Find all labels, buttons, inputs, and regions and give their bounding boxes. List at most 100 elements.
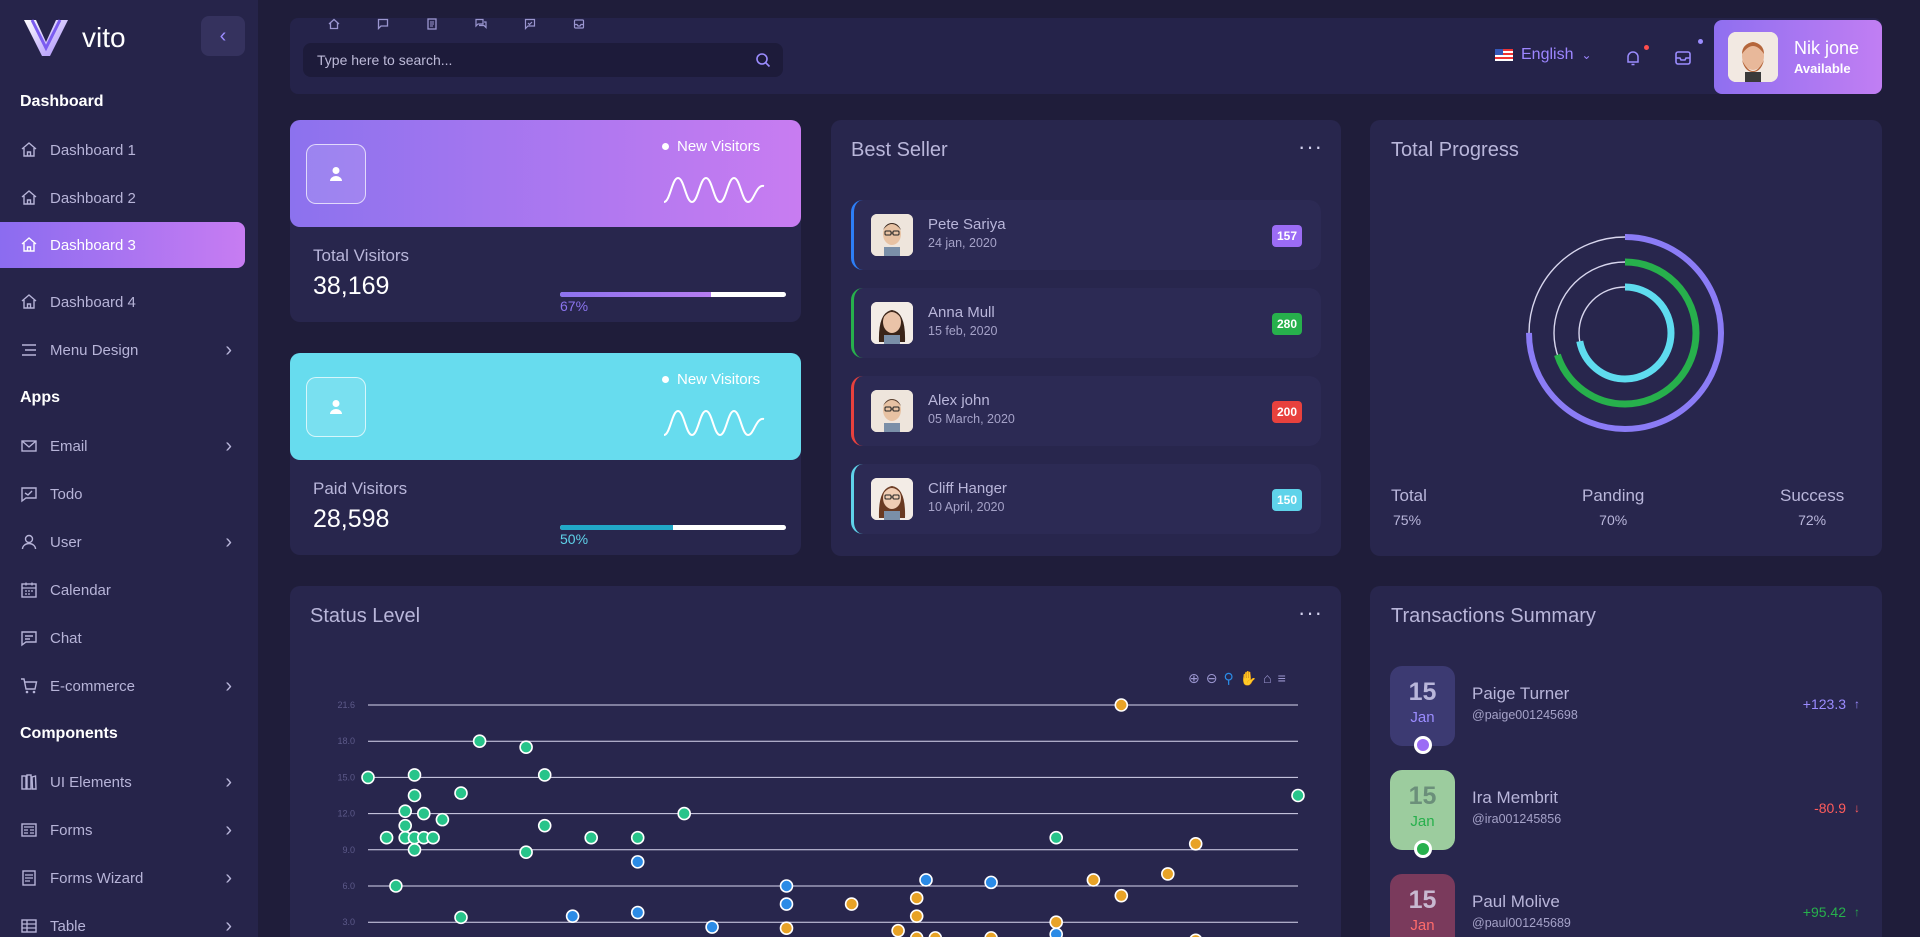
best-seller-row[interactable]: Alex john 05 March, 2020 200 xyxy=(851,376,1321,446)
visitor-card-header: New Visitors xyxy=(290,120,801,227)
progress-ring-total xyxy=(1526,234,1724,432)
pan-hand-icon[interactable]: ✋ xyxy=(1239,670,1258,686)
progress-percent: 67% xyxy=(560,298,589,314)
scatter-point[interactable] xyxy=(537,818,552,833)
user-icon xyxy=(306,377,366,437)
scatter-point[interactable] xyxy=(909,909,924,923)
scatter-point[interactable] xyxy=(519,845,533,860)
sidebar-item-forms-wizard[interactable]: Forms Wizard › xyxy=(0,854,258,902)
scatter-point[interactable] xyxy=(677,806,692,821)
sidebar-item-ui-elements[interactable]: UI Elements › xyxy=(0,758,258,806)
inbox-icon[interactable] xyxy=(563,12,594,36)
search-icon[interactable] xyxy=(755,52,771,68)
more-options-icon[interactable]: ··· xyxy=(1298,134,1323,159)
scatter-point[interactable] xyxy=(417,806,431,821)
scatter-point[interactable] xyxy=(389,879,403,893)
inbox-tray-icon[interactable] xyxy=(1673,48,1693,68)
scatter-point[interactable] xyxy=(630,830,645,845)
scatter-point[interactable] xyxy=(630,905,645,920)
scatter-point[interactable] xyxy=(919,873,933,887)
search-input[interactable] xyxy=(303,43,743,77)
chart-menu-icon[interactable]: ≡ xyxy=(1277,670,1286,686)
transaction-row[interactable]: 15 Jan Paul Molive @paul001245689 +95.42… xyxy=(1390,874,1860,937)
sidebar-item-dashboard-1[interactable]: Dashboard 1 xyxy=(0,126,258,174)
best-seller-row[interactable]: Cliff Hanger 10 April, 2020 150 xyxy=(851,464,1321,534)
scatter-point[interactable] xyxy=(1114,698,1129,712)
sidebar-item-calendar[interactable]: Calendar xyxy=(0,566,258,614)
sidebar-item-dashboard-4[interactable]: Dashboard 4 xyxy=(0,278,258,326)
best-seller-row[interactable]: Anna Mull 15 feb, 2020 280 xyxy=(851,288,1321,358)
comment-check-icon[interactable] xyxy=(514,12,545,36)
scatter-point[interactable] xyxy=(361,770,375,785)
scatter-point[interactable] xyxy=(398,818,412,833)
scatter-point[interactable] xyxy=(454,786,468,800)
scatter-point[interactable] xyxy=(1291,788,1305,803)
scatter-point[interactable] xyxy=(519,740,533,755)
collapse-sidebar-button[interactable]: ‹ xyxy=(201,16,245,56)
scatter-point[interactable] xyxy=(844,897,859,911)
scatter-point[interactable] xyxy=(407,768,422,782)
sidebar-item-e-commerce[interactable]: E-commerce › xyxy=(0,662,258,710)
scatter-point[interactable] xyxy=(1086,873,1101,887)
sidebar-item-email[interactable]: Email › xyxy=(0,422,258,470)
document-icon[interactable] xyxy=(416,12,447,36)
selection-zoom-icon[interactable]: ⚲ xyxy=(1223,670,1234,686)
scatter-point[interactable] xyxy=(537,768,552,782)
arrow-up-icon: ↑ xyxy=(1854,697,1860,711)
zoom-in-icon[interactable]: ⊕ xyxy=(1188,670,1200,686)
mail-icon xyxy=(20,437,38,455)
scatter-point[interactable] xyxy=(407,843,422,857)
sidebar-item-todo[interactable]: Todo xyxy=(0,470,258,518)
scatter-point[interactable] xyxy=(909,891,924,905)
scatter-point[interactable] xyxy=(1049,927,1063,937)
scatter-point[interactable] xyxy=(426,830,440,845)
scatter-point[interactable] xyxy=(705,920,719,934)
scatter-point[interactable] xyxy=(779,879,794,893)
scatter-point[interactable] xyxy=(565,909,580,923)
scatter-point[interactable] xyxy=(891,923,905,937)
scatter-point[interactable] xyxy=(584,830,599,845)
scatter-point[interactable] xyxy=(779,921,794,936)
avatar xyxy=(871,478,913,520)
sidebar-item-forms[interactable]: Forms › xyxy=(0,806,258,854)
home-icon[interactable] xyxy=(318,12,349,36)
sidebar-item-user[interactable]: User › xyxy=(0,518,258,566)
scatter-point[interactable] xyxy=(1114,888,1129,903)
logo[interactable]: vito xyxy=(22,18,126,58)
messages-icon[interactable] xyxy=(465,12,496,36)
scatter-point[interactable] xyxy=(984,931,998,937)
scatter-point[interactable] xyxy=(1188,836,1203,851)
scatter-point[interactable] xyxy=(472,734,487,749)
transaction-row[interactable]: 15 Jan Ira Membrit @ira001245856 -80.9 ↓ xyxy=(1390,770,1860,860)
best-seller-row[interactable]: Pete Sariya 24 jan, 2020 157 xyxy=(851,200,1321,270)
transaction-amount: +123.3 ↑ xyxy=(1803,696,1860,712)
status-more-options-icon[interactable]: ··· xyxy=(1298,600,1323,625)
zoom-out-icon[interactable]: ⊖ xyxy=(1205,670,1218,686)
reset-home-icon[interactable]: ⌂ xyxy=(1263,670,1272,686)
sidebar-item-menu-design[interactable]: Menu Design › xyxy=(0,326,258,374)
user-profile[interactable]: Nik jone Available xyxy=(1714,20,1882,94)
sidebar-item-dashboard-3[interactable]: Dashboard 3 xyxy=(0,222,245,268)
sidebar-item-table[interactable]: Table › xyxy=(0,902,258,937)
scatter-point[interactable] xyxy=(984,875,998,890)
scatter-point[interactable] xyxy=(1160,867,1175,881)
scatter-point[interactable] xyxy=(909,931,924,937)
sidebar-item-chat[interactable]: Chat xyxy=(0,614,258,662)
scatter-point[interactable] xyxy=(1189,933,1202,937)
sidebar-item-dashboard-2[interactable]: Dashboard 2 xyxy=(0,174,258,222)
scatter-point[interactable] xyxy=(379,830,394,845)
scatter-point[interactable] xyxy=(407,788,422,803)
scatter-point[interactable] xyxy=(454,910,468,925)
scatter-point[interactable] xyxy=(398,804,412,818)
scatter-point[interactable] xyxy=(630,855,645,869)
scatter-point[interactable] xyxy=(435,812,450,827)
scatter-point[interactable] xyxy=(1049,830,1064,845)
scatter-point[interactable] xyxy=(779,897,794,911)
language-selector[interactable]: English ⌄ xyxy=(1495,46,1592,64)
scatter-point[interactable] xyxy=(928,931,943,937)
notification-bell-icon[interactable] xyxy=(1623,48,1643,68)
progress-stat-label: Panding xyxy=(1582,486,1645,505)
chat-icon[interactable] xyxy=(367,12,398,36)
scatter-point[interactable] xyxy=(1049,915,1064,929)
transaction-row[interactable]: 15 Jan Paige Turner @paige001245698 +123… xyxy=(1390,666,1860,756)
